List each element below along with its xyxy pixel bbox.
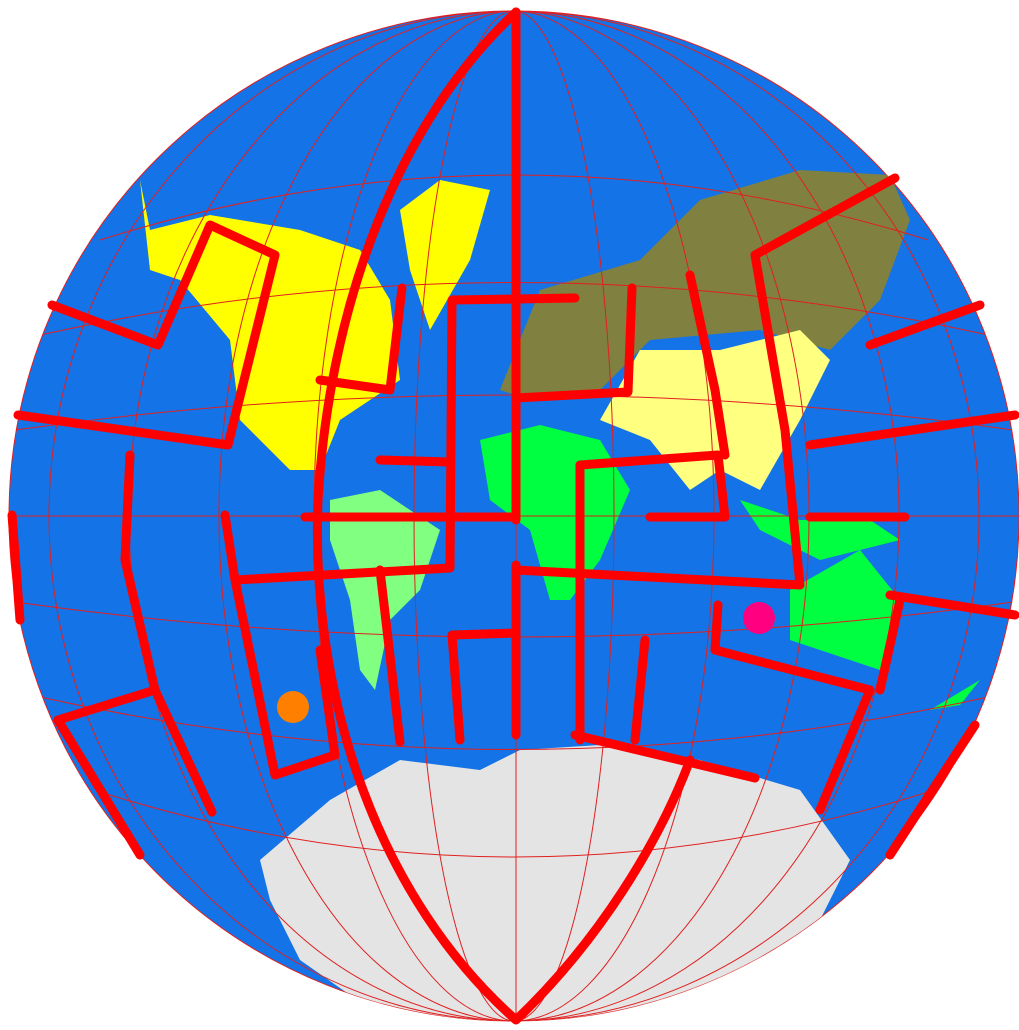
wall xyxy=(511,283,637,403)
wall xyxy=(875,595,905,695)
maze-walls xyxy=(7,7,1019,1025)
wall xyxy=(710,600,875,815)
wall xyxy=(375,455,455,467)
wall xyxy=(447,628,521,745)
wall xyxy=(220,510,340,780)
north-america xyxy=(140,180,400,470)
wall xyxy=(7,510,25,625)
wall xyxy=(575,450,730,745)
indonesia xyxy=(740,500,900,560)
wall xyxy=(865,300,985,350)
wall xyxy=(312,7,695,1025)
wall xyxy=(885,720,980,860)
wall xyxy=(53,715,145,860)
wall xyxy=(885,590,1019,620)
wall xyxy=(630,635,650,745)
parallel xyxy=(39,696,989,750)
player-marker xyxy=(277,691,309,723)
wall xyxy=(375,565,405,747)
new-zealand xyxy=(930,680,980,710)
antarctica xyxy=(260,745,850,1021)
wall xyxy=(230,293,580,585)
wall xyxy=(315,645,340,760)
wall xyxy=(570,730,760,783)
parallel xyxy=(99,791,929,858)
wall xyxy=(53,685,160,725)
goal-marker xyxy=(743,602,775,634)
wall xyxy=(511,173,900,590)
australia xyxy=(790,550,900,670)
wall xyxy=(805,410,1019,450)
greenland xyxy=(400,180,490,330)
wall xyxy=(315,283,407,395)
wall xyxy=(685,270,730,460)
wall xyxy=(13,220,280,450)
wall xyxy=(120,450,217,817)
